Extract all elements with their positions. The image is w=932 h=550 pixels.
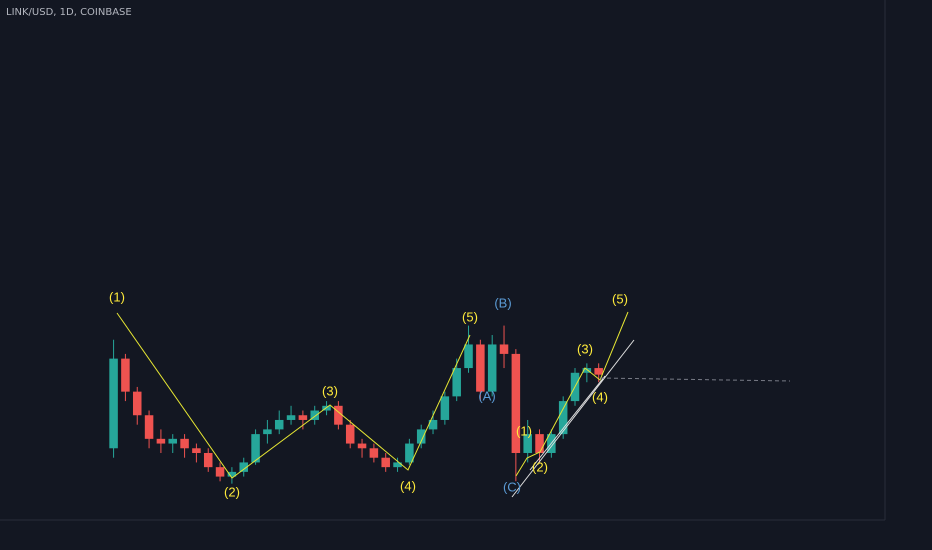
candle-body xyxy=(239,462,248,472)
candle xyxy=(180,434,189,458)
candle-body xyxy=(428,419,438,430)
wave-label: (2) xyxy=(224,484,240,499)
candle-body xyxy=(156,438,166,444)
candle-body xyxy=(334,405,343,425)
candle xyxy=(132,386,142,425)
wave-label: (5) xyxy=(612,291,628,306)
candle-body xyxy=(393,462,402,468)
candle-body xyxy=(286,415,296,420)
candle-body xyxy=(274,419,284,430)
candle xyxy=(416,424,426,449)
candle xyxy=(535,429,544,463)
candle-body xyxy=(180,438,189,449)
candle-body xyxy=(511,353,521,453)
wave-label: (3) xyxy=(577,341,593,356)
candle xyxy=(263,419,272,444)
candle xyxy=(476,339,485,402)
candle-body xyxy=(215,467,225,477)
candle xyxy=(215,462,225,482)
candle xyxy=(440,391,450,425)
candle-body xyxy=(523,434,532,453)
candle-body xyxy=(121,358,130,392)
candle-body xyxy=(440,396,450,420)
candle xyxy=(499,325,509,369)
wave-label: (4) xyxy=(592,389,608,404)
candle-body xyxy=(298,415,308,420)
candle-body xyxy=(582,368,592,373)
wave-drawings xyxy=(116,311,791,498)
candle-body xyxy=(452,368,461,397)
candle-body xyxy=(464,344,473,369)
candle xyxy=(168,434,177,453)
candle xyxy=(523,419,532,463)
wave-labels: (1) (2) (3) (4) (5) (B) (A) (C) (1) (2) (3) (4) (5) xyxy=(109,289,628,499)
wave-line xyxy=(116,312,471,479)
candle xyxy=(144,410,154,449)
candle-body xyxy=(144,415,154,439)
symbol-title: LINK/USD, 1D, COINBASE xyxy=(6,7,132,18)
candle xyxy=(251,429,260,465)
wave-label: (3) xyxy=(322,383,338,398)
candle-body xyxy=(535,434,544,453)
candle xyxy=(298,410,308,430)
candle-body xyxy=(416,429,426,444)
candle-body xyxy=(310,410,319,420)
candle xyxy=(109,339,118,458)
candle-body xyxy=(357,443,367,449)
candle-body xyxy=(476,344,485,392)
candle xyxy=(345,419,355,449)
candle xyxy=(274,410,284,435)
wave-label: (C) xyxy=(503,479,521,494)
candle xyxy=(582,363,592,383)
candle-body xyxy=(203,452,213,468)
candle xyxy=(156,429,166,453)
candle xyxy=(357,438,367,458)
wave-label: (A) xyxy=(478,388,495,403)
candle-body xyxy=(369,448,379,458)
candle-body xyxy=(263,429,272,435)
candle xyxy=(203,448,213,472)
candle xyxy=(334,401,343,430)
wave-label: (2) xyxy=(532,459,548,474)
candle xyxy=(121,353,130,402)
candle-body xyxy=(251,434,260,463)
candle xyxy=(286,405,296,425)
candle-body xyxy=(405,443,414,463)
wave-label: (1) xyxy=(516,423,532,438)
candle-body xyxy=(132,391,142,416)
candle-body xyxy=(192,448,201,453)
candle xyxy=(464,325,473,373)
candle-body xyxy=(487,344,497,392)
candle-body xyxy=(345,424,355,444)
wave-label: (5) xyxy=(462,309,478,324)
candle-body xyxy=(594,368,603,375)
wave-label: (1) xyxy=(109,289,125,304)
channel-line xyxy=(529,375,606,471)
candle xyxy=(369,443,379,463)
candle xyxy=(192,443,201,463)
candle xyxy=(381,452,390,472)
candle xyxy=(452,358,461,402)
wave-label: (4) xyxy=(400,478,416,493)
candle-body xyxy=(227,471,237,477)
wave-line xyxy=(515,311,629,477)
candle xyxy=(405,438,414,465)
candle-body xyxy=(499,344,509,354)
candle-body xyxy=(109,358,118,449)
candle-body xyxy=(558,401,568,435)
wave-label: (B) xyxy=(494,295,511,310)
candle xyxy=(239,457,248,477)
candle xyxy=(487,335,497,397)
candle-body xyxy=(168,438,177,444)
candle xyxy=(511,349,521,482)
channel-line xyxy=(511,339,635,498)
candle-body xyxy=(381,457,390,468)
candle xyxy=(393,457,402,472)
candle xyxy=(310,405,319,425)
candle xyxy=(227,467,237,484)
projection-line xyxy=(599,377,791,382)
